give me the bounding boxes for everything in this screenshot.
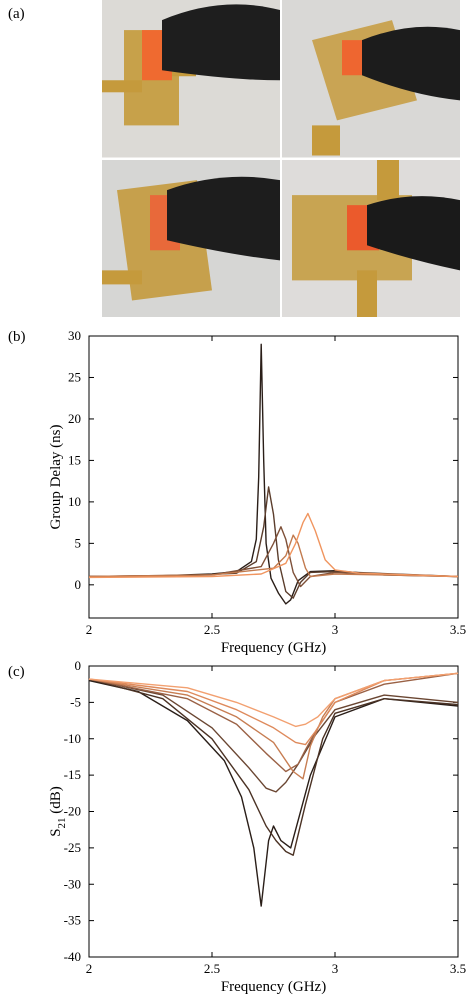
- x-tick-label: 2: [86, 961, 93, 976]
- y-tick-label: 15: [68, 452, 81, 467]
- series-line-4: [88, 534, 459, 578]
- clamp-handle: [367, 195, 460, 270]
- sma-connector: [312, 125, 340, 156]
- group-delay-chart: 2 2.5 3 3.5 0 5 10 15 20 25 30 Frequency (GHz) Group…: [48, 328, 466, 656]
- y-tick-label: 0: [75, 658, 82, 673]
- y-tick-label: -40: [64, 949, 81, 964]
- y-tick-label: 20: [68, 411, 81, 426]
- y-tick-label: -5: [70, 694, 81, 709]
- sma-connector: [377, 159, 399, 200]
- y-tick-label: -15: [64, 767, 81, 782]
- x-tick-label: 2: [86, 622, 93, 637]
- series-line-5: [88, 512, 459, 579]
- plot-frame: [88, 665, 459, 958]
- y-tick-label: 5: [75, 535, 82, 550]
- x-tick-label: 3.5: [450, 961, 466, 976]
- y-tick-label: 0: [75, 577, 82, 592]
- series-line-6: [88, 672, 459, 746]
- y-tick-label: -35: [64, 913, 81, 928]
- panel-label-a: (a): [8, 6, 25, 22]
- series-line-1: [88, 343, 459, 605]
- y-tick-label: 30: [68, 328, 81, 343]
- clamp-handle: [362, 26, 460, 101]
- photo-top-left: [102, 0, 280, 158]
- x-axis-label: Frequency (GHz): [221, 640, 326, 656]
- y-tick-label: 10: [68, 494, 81, 509]
- photo-bottom-right: [282, 159, 460, 317]
- clamp-handle: [162, 4, 280, 81]
- x-tick-label: 3.5: [450, 622, 466, 637]
- y-tick-label: -25: [64, 840, 81, 855]
- device-photo-2: [282, 0, 460, 158]
- photo-bottom-left: [102, 159, 280, 317]
- clamp-handle: [167, 176, 280, 260]
- s21-chart: 2 2.5 3 3.5 0 -5 -10 -15 -20 -25 -30 -35 -40 Frequenc…: [48, 658, 466, 995]
- device-photo-1: [102, 0, 280, 158]
- photo-top-right: [282, 0, 460, 158]
- series-line-2: [88, 678, 459, 856]
- series-line-1: [88, 679, 459, 907]
- y-axis-label: S21 (dB): [48, 786, 68, 837]
- y-tick-label: -10: [64, 731, 81, 746]
- y-axis-label: Group Delay (ns): [48, 425, 64, 530]
- x-tick-label: 3: [332, 961, 339, 976]
- series-line-4: [88, 672, 459, 773]
- series-line-3: [88, 678, 459, 793]
- photo-grid: [102, 0, 460, 317]
- panel-label-b: (b): [8, 329, 26, 345]
- y-tick-label: -30: [64, 876, 81, 891]
- sma-connector: [102, 269, 142, 284]
- plot-frame: [88, 335, 459, 619]
- x-tick-label: 2.5: [204, 961, 220, 976]
- y-tick-label: 25: [68, 369, 81, 384]
- series-line-7: [88, 672, 459, 728]
- x-tick-label: 2.5: [204, 622, 220, 637]
- panel-label-c: (c): [8, 664, 25, 680]
- device-photo-3: [102, 159, 280, 317]
- x-tick-label: 3: [332, 622, 339, 637]
- device-photo-4: [282, 159, 460, 317]
- sma-connector: [102, 80, 142, 93]
- series-line-5: [88, 672, 459, 780]
- y-tick-label: -20: [64, 804, 81, 819]
- sma-connector: [357, 269, 377, 317]
- x-axis-label: Frequency (GHz): [221, 979, 326, 995]
